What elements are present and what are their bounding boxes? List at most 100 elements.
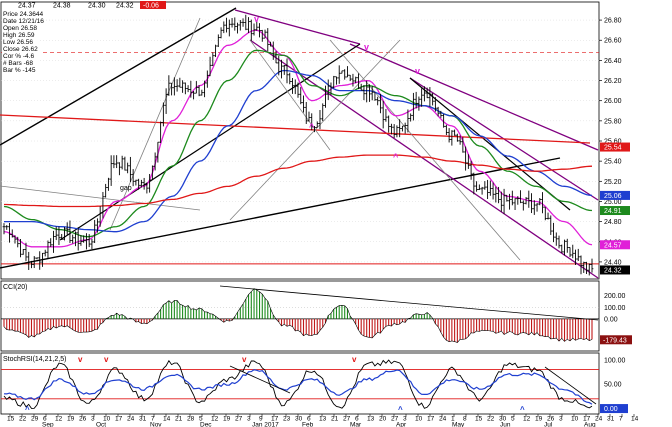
- price-bar: [519, 190, 522, 204]
- date-tick-label: 20: [379, 416, 387, 423]
- price-bar: [585, 261, 588, 274]
- price-bar: [183, 82, 187, 95]
- price-bar: [571, 244, 575, 259]
- trendlines: [0, 7, 599, 279]
- date-tick-label: 12: [55, 416, 63, 423]
- price-bar: [304, 101, 308, 124]
- cci-line: [3, 288, 593, 343]
- price-bar: [230, 18, 234, 28]
- price-bar: [139, 179, 143, 188]
- price-bar: [280, 59, 283, 79]
- price-badge: [600, 240, 630, 250]
- cci-last-value: -179.43: [603, 337, 627, 344]
- price-bar: [541, 192, 544, 214]
- price-bar: [38, 251, 42, 270]
- price-bar: [499, 191, 503, 212]
- price-bar: [486, 179, 489, 200]
- moving-average-sma_short: [3, 29, 593, 248]
- month-label: Aug: [584, 422, 596, 427]
- price-badge-label: 24.91: [604, 208, 622, 215]
- price-bar: [510, 190, 514, 206]
- price-bar: [464, 146, 468, 171]
- date-tick-label: 14: [631, 416, 639, 423]
- short-downtrend-line: [409, 77, 571, 211]
- cci-trendline: [219, 285, 599, 321]
- date-tick-label: 28: [187, 416, 195, 423]
- month-label: May: [452, 422, 465, 427]
- price-bar: [271, 41, 275, 60]
- stoch-marker: ^: [398, 405, 403, 414]
- price-bar: [428, 87, 432, 107]
- price-badge: [600, 265, 630, 275]
- price-bar: [433, 97, 437, 112]
- price-bar: [574, 249, 577, 265]
- gray-trendline-2: [109, 17, 201, 231]
- price-bar: [565, 238, 569, 253]
- date-tick-label: 1: [451, 416, 455, 423]
- price-bar: [131, 169, 135, 187]
- price-bar: [373, 91, 377, 101]
- header-value-2: 24.38: [53, 3, 71, 10]
- header-change-badge: [140, 1, 166, 9]
- price-bar: [41, 252, 44, 267]
- moving-average-sma_mid: [3, 49, 593, 238]
- price-badge: [600, 190, 630, 200]
- price-bar: [274, 50, 278, 64]
- month-label: Nov: [150, 422, 162, 427]
- price-bar: [178, 77, 182, 88]
- price-tick-label: 26.40: [604, 58, 622, 65]
- month-label: Dec: [200, 422, 212, 427]
- price-bar: [107, 177, 110, 191]
- price-bar: [568, 246, 572, 258]
- price-bar: [205, 70, 209, 88]
- price-bar: [414, 91, 418, 109]
- date-tick-label: 17: [583, 416, 591, 423]
- date-tick-label: 3: [91, 416, 95, 423]
- price-bar: [252, 23, 256, 36]
- price-bar: [24, 242, 28, 262]
- price-bar: [5, 225, 9, 230]
- price-bar: [118, 162, 121, 176]
- price-bar: [535, 203, 539, 212]
- date-tick-label: 22: [19, 416, 27, 423]
- price-bar: [291, 77, 294, 94]
- price-bar: [32, 256, 36, 269]
- moving-average-sma_200: [4, 154, 593, 208]
- date-tick-label: 26: [547, 416, 555, 423]
- price-bar: [269, 41, 272, 47]
- price-bar: [30, 260, 33, 269]
- price-tick-label: 24.80: [604, 219, 622, 226]
- price-bar: [137, 178, 141, 190]
- price-bar: [538, 198, 542, 206]
- price-bar: [359, 83, 363, 91]
- month-label: Oct: [96, 422, 106, 427]
- gray-trendline-4: [249, 39, 331, 151]
- price-bar: [431, 93, 435, 106]
- price-bar: [189, 80, 193, 98]
- cci-histogram: 200.00 100.00 0.00 -179.43: [1, 285, 632, 345]
- date-tick-label: 13: [367, 416, 375, 423]
- info-high: High 26.59: [3, 32, 35, 39]
- date-tick-label: 22: [487, 416, 495, 423]
- price-bar: [126, 162, 130, 174]
- info-panel: Price 24.3644 Date 12/21/16 Open 26.58 H…: [2, 10, 44, 74]
- header-quote: 24.37 24.38 24.30 24.32 -0.06: [18, 1, 166, 10]
- date-tick-label: 26: [79, 416, 87, 423]
- date-tick-label: 5: [199, 416, 203, 423]
- price-bar: [403, 122, 407, 134]
- price-bar: [120, 155, 124, 170]
- cci-label: CCI(20): [3, 284, 28, 291]
- price-bar: [128, 156, 132, 183]
- price-bar: [71, 234, 75, 244]
- price-bar: [85, 233, 88, 250]
- price-tick-label: 25.00: [604, 199, 622, 206]
- price-bar: [164, 88, 168, 114]
- month-label: Mar: [350, 422, 362, 427]
- moving-average-sma_long: [4, 69, 593, 233]
- price-bar: [310, 113, 314, 131]
- price-bar: [530, 193, 533, 214]
- price-badge-label: 25.54: [604, 145, 622, 152]
- price-bar: [203, 80, 206, 98]
- price-bar: [387, 115, 391, 133]
- price-bar: [505, 194, 509, 202]
